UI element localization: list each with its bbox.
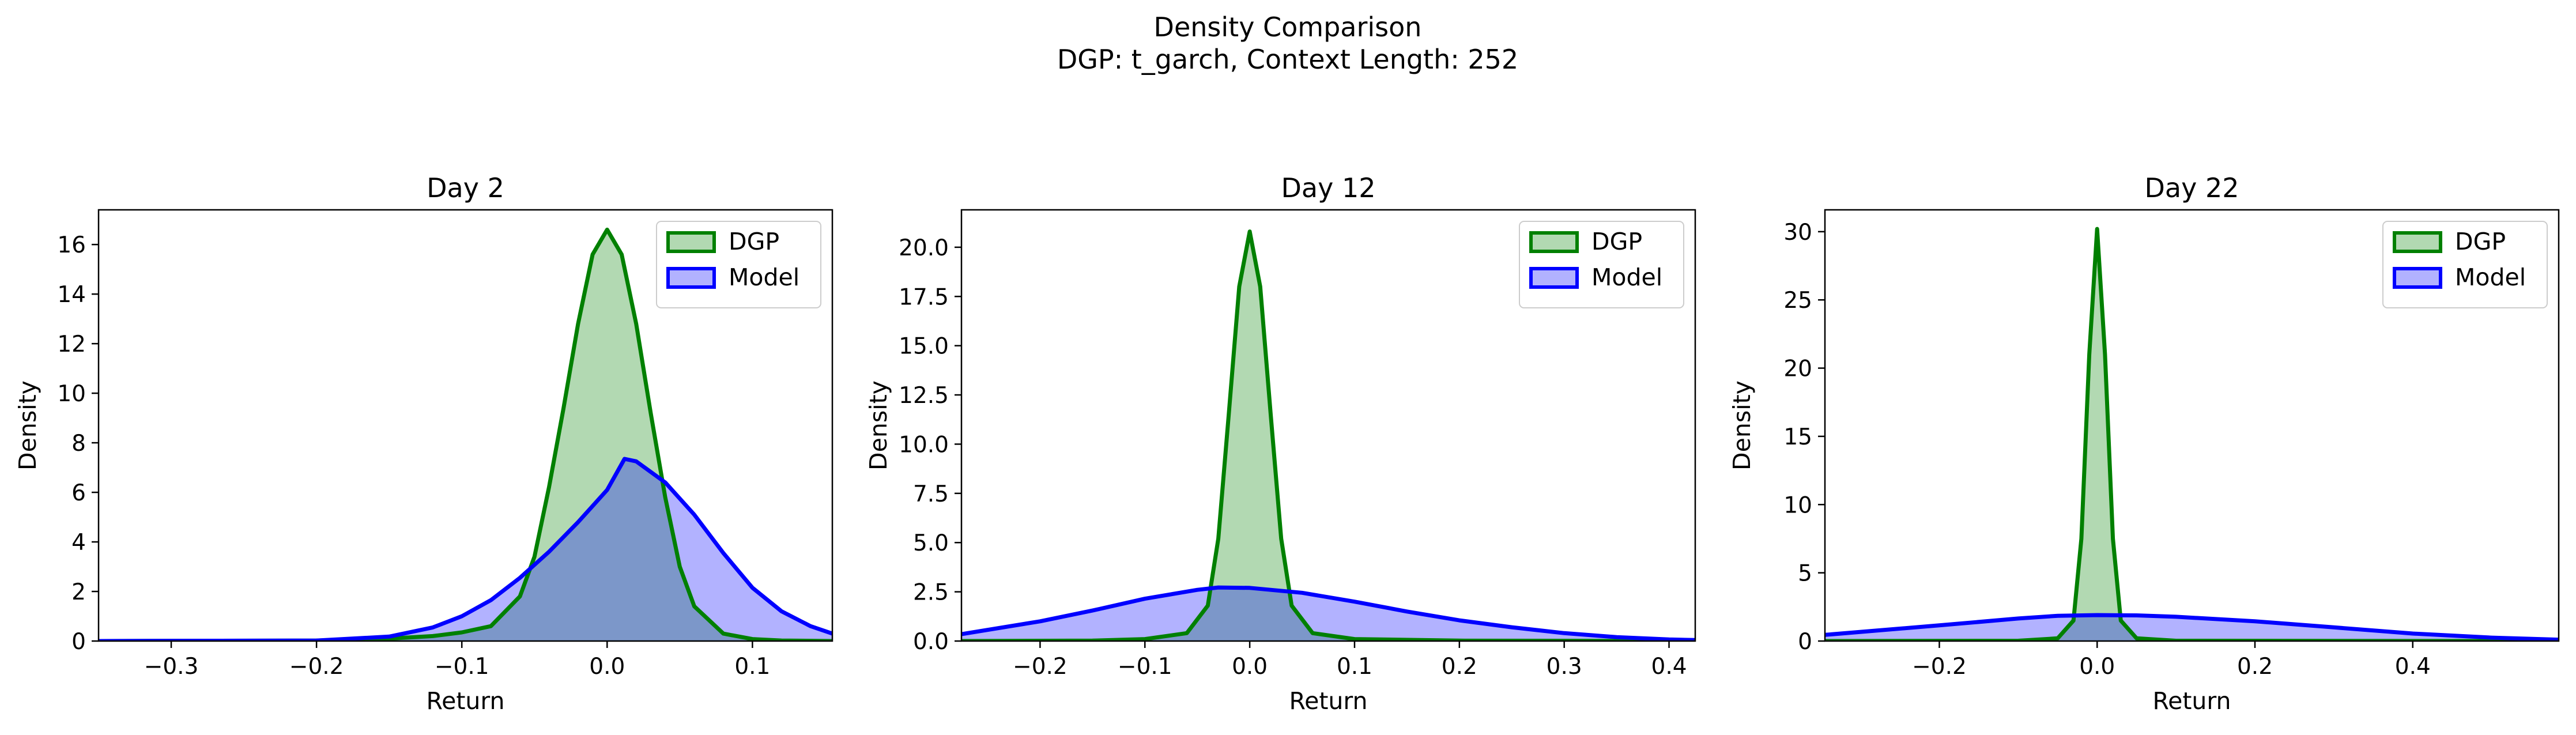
series-fill-model [99,459,832,641]
x-tick-label: 0.0 [1232,654,1268,680]
x-tick-label: −0.1 [435,654,489,680]
y-tick-label: 0 [1798,629,1812,655]
y-tick-label: 7.5 [913,481,949,507]
y-tick-label: 12.5 [899,383,949,409]
x-tick-label: 0.2 [2237,654,2273,680]
legend-swatch-dgp [666,231,716,253]
x-axis-label: Return [2152,687,2231,715]
series-line-model [961,585,1695,641]
x-tick-label: −0.2 [1912,654,1967,680]
x-tick-label: 0.3 [1547,654,1582,680]
figure-suptitle-line2: DGP: t_garch, Context Length: 252 [1057,44,1518,75]
axes-frame [97,209,833,642]
y-axis-label: Density [14,380,42,470]
y-tick-label: 5 [1798,561,1812,587]
legend-label-model: Model [1591,263,1662,291]
series-line-dgp [961,229,1695,641]
y-tick-label: 10 [1783,492,1812,518]
y-tick-label: 10 [57,381,86,407]
y-tick-label: 2.5 [913,580,949,606]
subplot-panels: −0.3 −0.2 −0.1 0.0 0.1 0 2 4 6 8 10 12 14 16 Day 2 Retu… [14,172,2560,715]
legend-label-model: Model [729,263,799,291]
y-tick-label: 10.0 [899,432,949,458]
series-line-model [1825,613,2559,641]
legend: DGP Model [1519,221,1684,308]
legend-label-model: Model [2455,263,2526,291]
x-axis-label: Return [1289,687,1367,715]
legend-swatch-model [2393,267,2442,289]
y-tick-label: 12 [57,331,86,357]
y-tick-label: 4 [71,530,86,556]
y-tick-label: 0.0 [913,629,949,655]
y-axis-label: Density [1728,380,1756,470]
legend-swatch-model [666,267,716,289]
x-tick-label: −0.1 [1118,654,1172,680]
subplot-title: Day 2 [427,172,504,203]
y-tick-label: 8 [71,431,86,457]
plot-area [99,227,832,641]
x-tick-label: −0.2 [1013,654,1068,680]
x-tick-label: −0.2 [289,654,344,680]
subplot-day-2: −0.2 −0.1 0.0 0.1 0.2 0.3 0.4 0.0 2.5 5.0 7.5 10.0 1… [865,172,1696,715]
y-tick-label: 0 [71,629,86,655]
axes-frame [1824,209,2560,642]
plot-area [1825,227,2559,641]
y-tick-label: 6 [71,480,86,506]
legend-swatch-model [1529,267,1579,289]
y-tick-label: 15.0 [899,334,949,360]
x-tick-label: 0.0 [2079,654,2115,680]
figure-suptitle-line1: Density Comparison [1154,12,1422,43]
y-tick-label: 14 [57,282,86,308]
x-tick-label: 0.1 [1337,654,1372,680]
subplot-title: Day 12 [1281,172,1376,203]
series-line-model [99,457,832,641]
x-tick-label: 0.2 [1442,654,1477,680]
series-line-dgp [1825,227,2559,641]
legend: DGP Model [2382,221,2548,308]
subplot-title: Day 22 [2145,172,2239,203]
x-tick-label: 0.4 [2395,654,2431,680]
legend-label-dgp: DGP [2455,228,2506,255]
subplot-day-3: −0.2 0.0 0.2 0.4 0 5 10 15 20 25 30 Day 22 Return Den… [1728,172,2560,715]
axes-frame [960,209,1696,642]
legend-label-dgp: DGP [729,228,779,255]
y-tick-label: 15 [1783,424,1812,450]
y-tick-label: 30 [1783,220,1812,246]
y-axis-label: Density [865,380,892,470]
legend-swatch-dgp [2393,231,2442,253]
y-tick-label: 25 [1783,288,1812,314]
y-tick-label: 16 [57,232,86,258]
legend-swatch-dgp [1529,231,1579,253]
plot-area [961,229,1695,641]
series-line-dgp [99,227,832,641]
x-tick-label: −0.3 [144,654,199,680]
y-tick-label: 20 [1783,356,1812,382]
y-tick-label: 2 [71,579,86,605]
x-tick-label: 0.0 [589,654,625,680]
series-fill-model [1825,615,2559,641]
y-tick-label: 17.5 [899,284,949,310]
legend: DGP Model [656,221,821,308]
x-tick-label: 0.4 [1651,654,1687,680]
x-tick-label: 0.1 [734,654,770,680]
series-fill-dgp [99,229,832,641]
legend-label-dgp: DGP [1591,228,1642,255]
subplot-day-1: −0.3 −0.2 −0.1 0.0 0.1 0 2 4 6 8 10 12 14 16 Day 2 Retu… [14,172,833,715]
y-tick-label: 5.0 [913,530,949,556]
y-tick-label: 20.0 [899,235,949,261]
x-axis-label: Return [426,687,504,715]
